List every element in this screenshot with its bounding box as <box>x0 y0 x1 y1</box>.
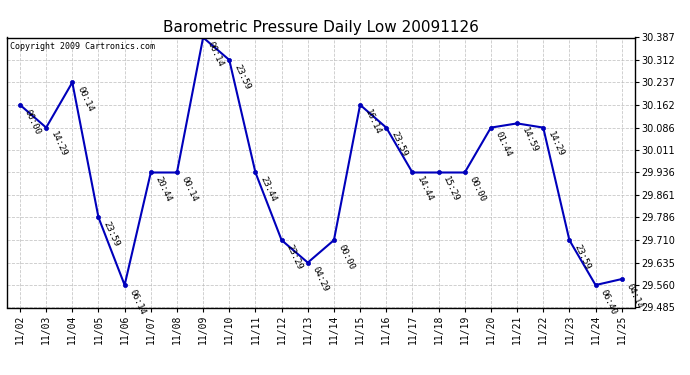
Text: 00:00: 00:00 <box>23 108 42 136</box>
Text: 14:59: 14:59 <box>520 126 540 154</box>
Text: 01:44: 01:44 <box>493 130 513 159</box>
Text: 04:14: 04:14 <box>624 282 644 310</box>
Text: 23:59: 23:59 <box>232 63 252 91</box>
Text: 00:00: 00:00 <box>468 175 487 204</box>
Text: 23:59: 23:59 <box>389 130 408 159</box>
Text: 00:00: 00:00 <box>337 243 356 271</box>
Text: 00:14: 00:14 <box>75 85 95 113</box>
Text: 16:14: 16:14 <box>363 108 382 136</box>
Text: 23:59: 23:59 <box>101 220 121 248</box>
Text: 04:29: 04:29 <box>310 266 330 294</box>
Text: 23:44: 23:44 <box>258 175 278 204</box>
Text: 00:14: 00:14 <box>206 40 226 69</box>
Text: 00:14: 00:14 <box>179 175 199 204</box>
Text: Copyright 2009 Cartronics.com: Copyright 2009 Cartronics.com <box>10 42 155 51</box>
Text: 23:59: 23:59 <box>572 243 592 271</box>
Text: 06:40: 06:40 <box>598 288 618 316</box>
Text: 23:29: 23:29 <box>284 243 304 271</box>
Text: 06:14: 06:14 <box>128 288 147 316</box>
Text: 20:44: 20:44 <box>154 175 173 204</box>
Text: 14:29: 14:29 <box>49 130 68 159</box>
Text: 14:29: 14:29 <box>546 130 566 159</box>
Title: Barometric Pressure Daily Low 20091126: Barometric Pressure Daily Low 20091126 <box>163 20 479 35</box>
Text: 14:44: 14:44 <box>415 175 435 204</box>
Text: 15:29: 15:29 <box>442 175 461 204</box>
